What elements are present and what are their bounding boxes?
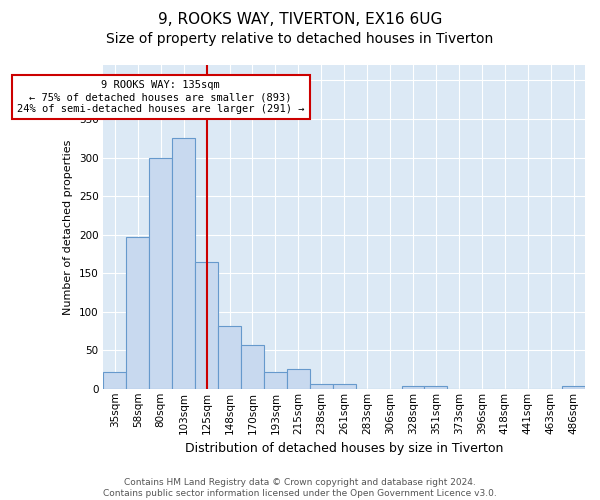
Bar xyxy=(562,386,585,389)
Text: 9, ROOKS WAY, TIVERTON, EX16 6UG: 9, ROOKS WAY, TIVERTON, EX16 6UG xyxy=(158,12,442,28)
Bar xyxy=(424,386,448,389)
Bar xyxy=(127,237,149,389)
Bar xyxy=(195,262,218,389)
Bar xyxy=(401,386,424,389)
Bar xyxy=(149,158,172,389)
X-axis label: Distribution of detached houses by size in Tiverton: Distribution of detached houses by size … xyxy=(185,442,503,455)
Text: 9 ROOKS WAY: 135sqm
← 75% of detached houses are smaller (893)
24% of semi-detac: 9 ROOKS WAY: 135sqm ← 75% of detached ho… xyxy=(17,80,304,114)
Bar xyxy=(264,372,287,389)
Text: Size of property relative to detached houses in Tiverton: Size of property relative to detached ho… xyxy=(106,32,494,46)
Bar xyxy=(103,372,127,389)
Bar xyxy=(172,138,195,389)
Bar xyxy=(218,326,241,389)
Bar xyxy=(333,384,356,389)
Bar xyxy=(310,384,333,389)
Y-axis label: Number of detached properties: Number of detached properties xyxy=(63,139,73,314)
Text: Contains HM Land Registry data © Crown copyright and database right 2024.
Contai: Contains HM Land Registry data © Crown c… xyxy=(103,478,497,498)
Bar xyxy=(241,345,264,389)
Bar xyxy=(287,370,310,389)
